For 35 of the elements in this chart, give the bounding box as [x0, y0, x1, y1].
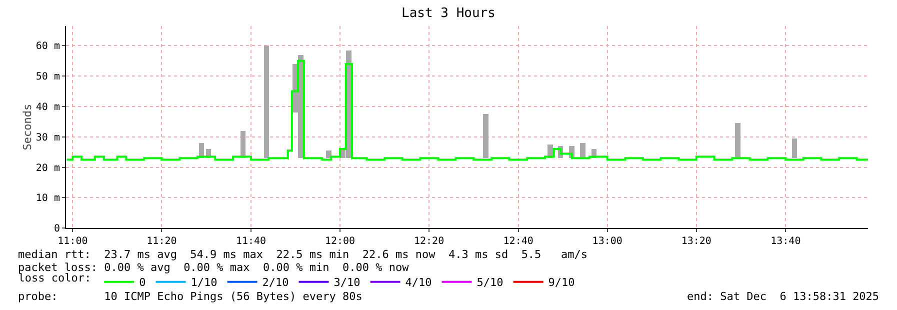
- y-tick-label: 10 m: [36, 193, 60, 204]
- x-tick-label: 12:40: [503, 236, 534, 247]
- bar: [580, 142, 586, 158]
- text: end: Sat Dec 6 13:58:31 2025: [687, 290, 880, 303]
- legend-label: 4/10: [405, 276, 432, 290]
- y-tick-label: 60 m: [36, 41, 60, 52]
- y-axis-title: Seconds: [20, 104, 34, 150]
- x-tick-label: 13:00: [592, 236, 622, 247]
- x-tick-label: 13:40: [770, 236, 801, 247]
- text: median rtt: 23.7 ms avg 54.9 ms max 22.5 ms min 22.6 ms now 4.3 ms sd 5.5 am/s: [18, 248, 588, 261]
- legend-title: loss color:: [18, 272, 92, 285]
- chart-title: Last 3 Hours: [402, 6, 496, 21]
- y-tick-label: 20 m: [36, 162, 60, 174]
- legend-label: 5/10: [476, 276, 504, 290]
- x-tick-label: 11:00: [58, 236, 88, 247]
- x-tick-label: 11:40: [236, 236, 266, 247]
- legend-label: 9/10: [548, 276, 575, 290]
- bar: [264, 46, 270, 158]
- y-tick-label: 30 m: [36, 132, 60, 144]
- legend-label: 2/10: [262, 276, 289, 290]
- x-tick-label: 12:20: [414, 236, 444, 247]
- text: packet loss: 0.00 % avg 0.00 % max 0.00 % min 0.00 % now: [18, 261, 410, 274]
- bar: [792, 138, 798, 158]
- x-tick-label: 11:20: [146, 236, 177, 247]
- text: probe: 10 ICMP Echo Pings (56 Bytes) every 80s: [18, 290, 362, 303]
- bar: [483, 114, 488, 158]
- y-tick-label: 40 m: [36, 102, 60, 113]
- legend-label: 3/10: [334, 276, 360, 290]
- y-tick-label: 50 m: [36, 72, 60, 83]
- y-tick-label: 0: [54, 224, 60, 234]
- x-tick-label: 12:00: [324, 236, 356, 247]
- legend-label: 0: [139, 276, 146, 290]
- bar: [735, 123, 740, 158]
- x-tick-label: 13:20: [681, 236, 712, 247]
- legend-label: 1/10: [190, 276, 218, 290]
